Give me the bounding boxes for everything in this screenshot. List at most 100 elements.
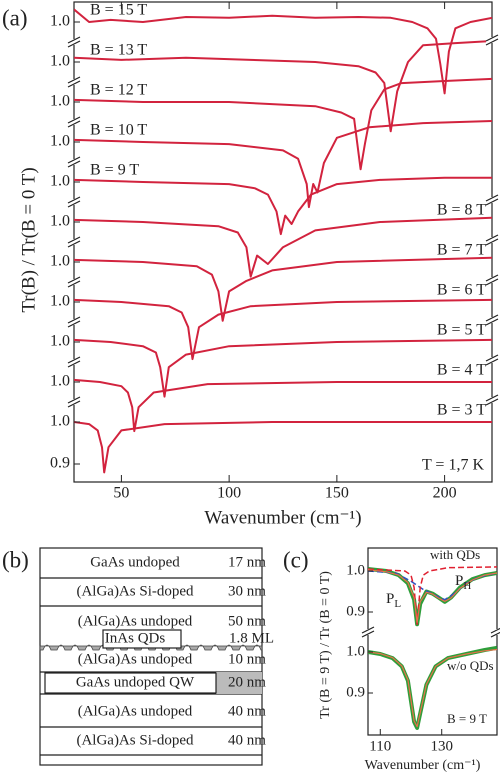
- axis-break-gap: [362, 629, 374, 635]
- axis-break-gap: [68, 359, 80, 365]
- x-tick-label: 150: [325, 485, 349, 502]
- annotation: B = 9 T: [447, 711, 487, 726]
- panel-label: (a): [2, 5, 28, 30]
- layer-thickness: 20 nm: [228, 674, 266, 690]
- axis-break: [485, 198, 499, 206]
- x-tick-label: 110: [369, 738, 391, 754]
- y-tick-label: 1.0: [50, 373, 70, 390]
- axis-break: [67, 400, 81, 408]
- y-tick-label: 1.0: [50, 413, 70, 430]
- x-axis-label: Wavenumber (cm⁻¹): [204, 507, 361, 528]
- layer-material: GaAs undoped QW: [76, 674, 195, 690]
- layer-thickness: 50 nm: [228, 613, 266, 629]
- axis-break: [67, 356, 81, 364]
- series-label: B = 4 T: [437, 362, 486, 379]
- axis-break: [67, 360, 81, 368]
- y-tick-label: 1.0: [346, 643, 365, 659]
- series-label: B = 10 T: [90, 122, 147, 139]
- annotation: PH: [455, 573, 471, 591]
- axis-break: [485, 398, 499, 406]
- axis-break: [67, 80, 81, 88]
- trace: [74, 40, 492, 133]
- axis-break: [490, 631, 500, 638]
- axis-break: [67, 396, 81, 404]
- axis-break: [485, 278, 499, 286]
- axis-break: [485, 38, 499, 46]
- axis-break-gap: [68, 119, 80, 125]
- qd-box: [102, 629, 182, 649]
- plot-frame: [367, 547, 498, 736]
- axis-break: [485, 34, 499, 42]
- layer-thickness: 40 nm: [228, 732, 266, 748]
- trace: [74, 8, 492, 95]
- y-axis-label: Tr (B = 9 T) / Tr (B = 0 T): [318, 571, 333, 719]
- x-tick-label: 130: [430, 738, 453, 754]
- y-tick-label: 0.9: [50, 455, 70, 472]
- plot-frame: [73, 1, 493, 483]
- panel-label: (b): [2, 547, 29, 572]
- y-tick-label: 1.0: [50, 333, 70, 350]
- axis-break-gap: [486, 357, 498, 363]
- trace: [74, 421, 492, 474]
- axis-break-gap: [68, 239, 80, 245]
- axis-break: [485, 194, 499, 202]
- axis-break: [485, 314, 499, 322]
- axis-break-gap: [491, 629, 500, 635]
- axis-break-gap: [486, 37, 498, 43]
- stack-frame: [39, 547, 263, 766]
- trace: [368, 566, 497, 626]
- trace: [368, 569, 497, 623]
- y-axis-label: Tr(B) / Tr(B = 0 T): [18, 167, 39, 312]
- axis-break: [67, 36, 81, 44]
- axis-break: [485, 238, 499, 246]
- annotation-sub: H: [463, 580, 471, 592]
- axis-break-gap: [68, 279, 80, 285]
- qw-fill: [216, 672, 262, 694]
- series-label: B = 3 T: [437, 402, 486, 419]
- traces: [74, 8, 492, 474]
- axis-break: [67, 316, 81, 324]
- axis-break-gap: [486, 197, 498, 203]
- layer-thickness: 17 nm: [228, 554, 266, 570]
- layer-thickness: 40 nm: [228, 703, 266, 719]
- layer-thickness: 10 nm: [228, 651, 266, 667]
- axis-break: [67, 116, 81, 124]
- axis-break: [485, 354, 499, 362]
- series-label: B = 6 T: [437, 282, 486, 299]
- axis-break: [485, 318, 499, 326]
- trace: [74, 77, 492, 171]
- annotation: PL: [386, 591, 401, 609]
- axis-break: [67, 200, 81, 208]
- trace: [368, 648, 497, 728]
- trace: [74, 216, 492, 278]
- y-tick-label: 1.0: [50, 13, 70, 30]
- axis-break: [485, 394, 499, 402]
- axis-break-gap: [68, 159, 80, 165]
- layer-material: (AlGa)As undoped: [78, 651, 193, 667]
- trace: [74, 338, 492, 398]
- axis-break: [67, 76, 81, 84]
- axis-break: [67, 240, 81, 248]
- annotation: T = 1,7 K: [422, 457, 485, 474]
- axis-break: [361, 630, 375, 638]
- axis-break-gap: [486, 237, 498, 243]
- trace: [74, 256, 492, 322]
- axis-break: [67, 280, 81, 288]
- y-tick-label: 1.0: [50, 173, 70, 190]
- series-label: B = 15 T: [90, 2, 147, 19]
- axis-break-gap: [486, 397, 498, 403]
- annotation: w/o QDs: [447, 658, 494, 673]
- traces: [368, 566, 497, 730]
- axis-break: [485, 234, 499, 242]
- axis-break: [67, 320, 81, 328]
- series-label: B = 7 T: [437, 242, 486, 259]
- layer-thickness: 1.8 ML: [229, 630, 274, 646]
- y-tick-label: 1.0: [50, 253, 70, 270]
- trace: [74, 298, 492, 361]
- qw-box: [44, 672, 217, 694]
- trace: [74, 176, 492, 236]
- y-tick-label: 0.9: [346, 684, 365, 700]
- axis-break-gap: [68, 399, 80, 405]
- series-label: B = 5 T: [437, 322, 486, 339]
